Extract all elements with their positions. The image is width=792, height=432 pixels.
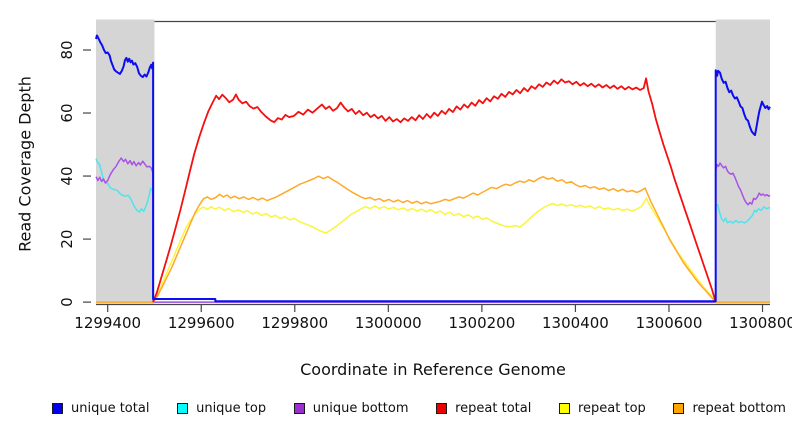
legend-label: repeat top [578,400,646,416]
legend-swatch-unique-top [177,402,189,414]
x-tick-label: 1300600 [636,314,703,332]
x-axis-title: Coordinate in Reference Genome [300,360,566,379]
y-tick-label: 20 [58,230,76,249]
legend-swatch-repeat-top [559,402,570,414]
x-tick-label: 1299600 [168,314,235,332]
y-tick-label: 0 [58,297,76,307]
y-tick-label: 60 [58,103,76,122]
legend-item-unique-total: unique total [52,401,149,416]
legend-item-repeat-total: repeat total [436,401,531,416]
legend-item-unique-top: unique top [177,401,266,416]
legend-label: repeat bottom [692,400,786,416]
x-tick-label: 1299800 [261,314,328,332]
coverage-plot-canvas: 1299400 1299600 1299800 1300000 1300200 13004… [58,19,792,332]
series-repeat-total [152,77,717,303]
x-tick-label: 1299400 [74,314,141,332]
legend-label: unique total [71,400,150,416]
x-tick-label: 1300000 [355,314,422,332]
legend-label: unique top [196,400,267,416]
series-repeat-top [152,197,717,303]
series-repeat-bottom [96,175,770,303]
legend-swatch-unique-total [52,402,63,414]
masked-region [715,19,770,304]
masked-region [96,19,155,304]
legend-label: repeat total [455,400,532,416]
x-tick-label: 1300200 [448,314,515,332]
x-tick-label: 1300400 [542,314,609,332]
series-unique-total [95,34,771,303]
legend-swatch-repeat-total [436,402,448,414]
x-tick-label: 1300800 [729,314,792,332]
legend-item-repeat-top: repeat top [559,401,646,416]
legend-item-repeat-bottom: repeat bottom [673,401,786,416]
y-tick-label: 40 [58,167,76,186]
legend-swatch-repeat-bottom [673,402,685,414]
y-tick-label: 80 [58,40,76,59]
y-axis-title: Read Coverage Depth [15,76,35,252]
series-unique-bottom [95,157,771,303]
legend-label: unique bottom [312,400,409,416]
legend: unique total unique top unique bottom repea… [52,399,786,417]
legend-item-unique-bottom: unique bottom [293,400,409,416]
series-unique-top [95,158,771,303]
legend-swatch-unique-bottom [293,402,305,414]
